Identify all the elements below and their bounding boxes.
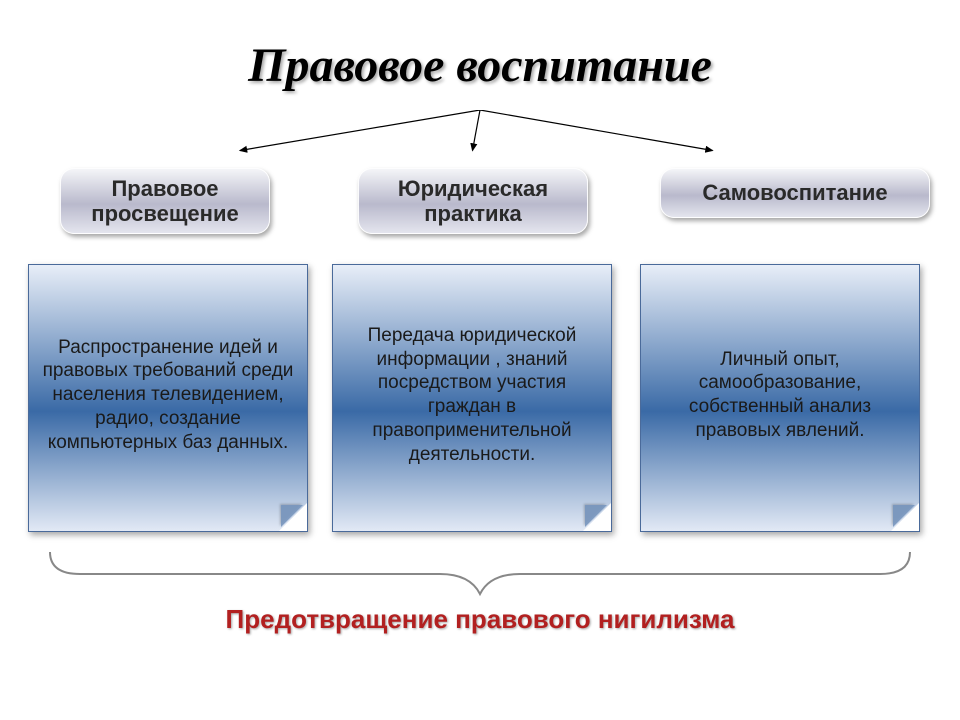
card-text: Личный опыт, самообразование, собственны… [651,348,909,443]
page-fold-icon [279,503,307,531]
category-pill-0: Правовоепросвещение [60,168,270,234]
description-card-2: Личный опыт, самообразование, собственны… [640,264,920,532]
card-text: Распространение идей и правовых требован… [39,336,297,455]
page-fold-icon [891,503,919,531]
description-card-0: Распространение идей и правовых требован… [28,264,308,532]
description-card-1: Передача юридической информации , знаний… [332,264,612,532]
card-text: Передача юридической информации , знаний… [343,324,601,467]
main-title: Правовое воспитание [0,38,960,93]
category-pill-2: Самовоспитание [660,168,930,218]
category-pill-1: Юридическаяпрактика [358,168,588,234]
page-fold-icon [583,503,611,531]
bottom-brace [40,544,920,600]
arrows-svg [0,110,960,170]
bottom-caption: Предотвращение правового нигилизма [0,604,960,635]
